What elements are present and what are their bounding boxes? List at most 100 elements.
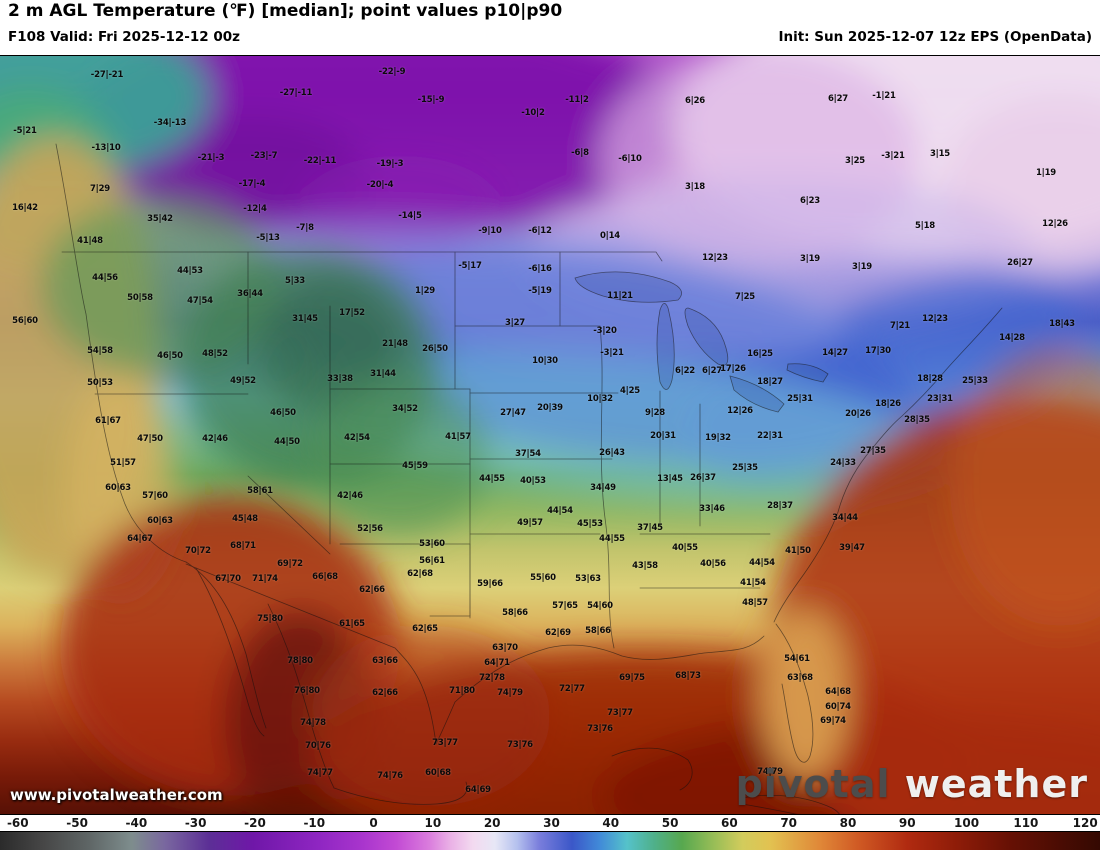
point-value: 42|46 — [202, 434, 228, 444]
point-value: 16|42 — [12, 203, 38, 213]
colorbar-tick-label: -10 — [303, 816, 326, 830]
point-value: 46|50 — [270, 408, 296, 418]
point-value: 72|78 — [479, 673, 505, 683]
point-value: 26|27 — [1007, 258, 1033, 268]
point-value: 25|35 — [732, 463, 758, 473]
point-value: 64|68 — [825, 687, 851, 697]
point-value: 49|57 — [517, 518, 543, 528]
point-value: -13|10 — [91, 143, 121, 153]
point-value: 64|67 — [127, 534, 153, 544]
point-value: 6|27 — [701, 366, 723, 376]
colorbar-tick-label: 50 — [661, 816, 679, 830]
url-watermark: www.pivotalweather.com — [10, 786, 223, 804]
point-value: 74|77 — [307, 768, 333, 778]
point-value: 20|26 — [845, 409, 871, 419]
point-value: -1|21 — [872, 91, 896, 101]
point-value: 54|58 — [87, 346, 113, 356]
colorbar-tick-label: 90 — [898, 816, 916, 830]
point-value: 6|23 — [799, 196, 821, 206]
point-value: 40|55 — [672, 543, 698, 553]
point-value: -6|8 — [571, 148, 589, 158]
point-value: 16|25 — [747, 349, 773, 359]
point-value: 51|57 — [110, 458, 136, 468]
point-value: 60|63 — [147, 516, 173, 526]
point-value: 17|26 — [720, 364, 746, 374]
valid-time-label: F108 Valid: Fri 2025-12-12 00z — [8, 29, 240, 45]
point-value: 71|80 — [449, 686, 475, 696]
point-value: 57|65 — [552, 601, 578, 611]
point-value: 74|79 — [497, 688, 523, 698]
point-value: 42|54 — [344, 433, 370, 443]
point-value: -22|-11 — [303, 156, 337, 166]
brand-logo: pivotal weather — [736, 762, 1088, 806]
point-value: 7|25 — [734, 292, 756, 302]
point-value: 6|22 — [674, 366, 696, 376]
point-value: 69|74 — [820, 716, 846, 726]
point-value: 10|32 — [587, 394, 613, 404]
colorbar: -60 -50 -40 -30 -20 -10 0 10 20 30 40 50 60 70 80 90 100… — [0, 815, 1100, 850]
point-value: -12|4 — [243, 204, 267, 214]
colorbar-tick-label: 100 — [954, 816, 980, 830]
point-value: 37|54 — [515, 449, 541, 459]
point-value: 27|47 — [500, 408, 526, 418]
point-value: -21|-3 — [197, 153, 225, 163]
temperature-field-art — [0, 56, 1100, 814]
point-value: 33|46 — [699, 504, 725, 514]
temperature-map: -27|-21 -27|-11 -22|-9 -15|-9 -11|2 -10|2 6|26… — [0, 55, 1100, 815]
point-value: 62|66 — [372, 688, 398, 698]
point-value: 36|44 — [237, 289, 263, 299]
point-value: 39|47 — [839, 543, 865, 553]
point-value: 58|61 — [247, 486, 273, 496]
colorbar-tick-label: -60 — [6, 816, 29, 830]
point-value: 42|46 — [337, 491, 363, 501]
point-value: 33|38 — [327, 374, 353, 384]
point-value: 54|61 — [784, 654, 810, 664]
point-value: 44|50 — [274, 437, 300, 447]
point-value: 26|50 — [422, 344, 448, 354]
point-value: 3|27 — [504, 318, 526, 328]
point-value: 5|18 — [914, 221, 936, 231]
point-value: -20|-4 — [366, 180, 394, 190]
point-value: 3|18 — [684, 182, 706, 192]
point-value: 14|27 — [822, 348, 848, 358]
point-value: 31|44 — [370, 369, 396, 379]
point-value: 63|66 — [372, 656, 398, 666]
brand-weather: weather — [904, 762, 1088, 806]
point-value: 24|33 — [830, 458, 856, 468]
point-value: 7|29 — [89, 184, 111, 194]
point-value: 14|28 — [999, 333, 1025, 343]
point-value: 73|76 — [507, 740, 533, 750]
point-value: 6|27 — [827, 94, 849, 104]
point-value: 76|80 — [294, 686, 320, 696]
point-value: 66|68 — [312, 572, 338, 582]
colorbar-tick-label: 80 — [839, 816, 857, 830]
point-value: 62|66 — [359, 585, 385, 595]
point-value: -17|-4 — [238, 179, 266, 189]
point-value: 74|76 — [377, 771, 403, 781]
point-value: 56|60 — [12, 316, 38, 326]
point-value: 73|76 — [587, 724, 613, 734]
colorbar-tick-label: 30 — [543, 816, 560, 830]
point-value: 72|77 — [559, 684, 585, 694]
point-value: 56|61 — [419, 556, 445, 566]
colorbar-tick-label: 10 — [424, 816, 442, 830]
point-value: 69|75 — [619, 673, 645, 683]
point-value: 27|35 — [860, 446, 886, 456]
colorbar-tick-label: 120 — [1072, 816, 1098, 830]
point-value: -3|21 — [600, 348, 624, 358]
point-value: 6|26 — [684, 96, 706, 106]
point-value: 44|55 — [479, 474, 505, 484]
colorbar-tick-label: 60 — [721, 816, 738, 830]
colorbar-tick-label: 40 — [602, 816, 620, 830]
point-value: 49|52 — [230, 376, 256, 386]
point-value: 35|42 — [147, 214, 173, 224]
point-labels-layer: -27|-21 -27|-11 -22|-9 -15|-9 -11|2 -10|2 6|26… — [0, 56, 1100, 814]
point-value: 41|48 — [77, 236, 103, 246]
point-value: 53|60 — [419, 539, 445, 549]
point-value: 21|48 — [382, 339, 408, 349]
point-value: 58|66 — [585, 626, 611, 636]
point-value: 18|28 — [917, 374, 943, 384]
point-value: 1|19 — [1035, 168, 1057, 178]
point-value: 20|39 — [537, 403, 563, 413]
point-value: 45|48 — [232, 514, 258, 524]
